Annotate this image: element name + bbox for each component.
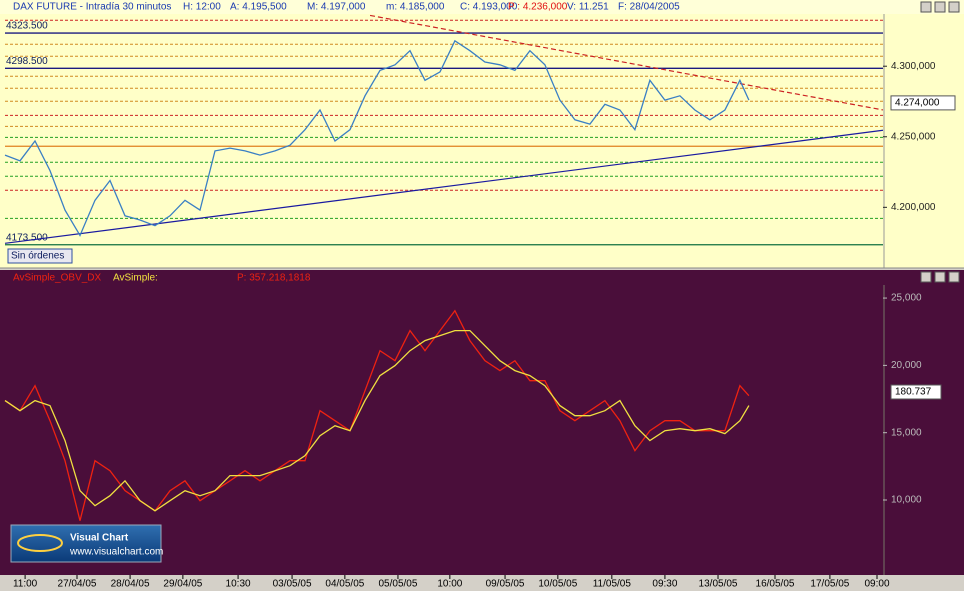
x-tick-label: 09/05/05 [486, 579, 525, 590]
window-buttons[interactable] [920, 1, 960, 283]
y-tick-label: 25,000 [891, 293, 922, 304]
header-field: A: 4.195,500 [230, 2, 287, 13]
header-field: P : 4.236,000 [508, 2, 568, 13]
logo-box [10, 524, 162, 563]
indicator-panel [0, 270, 964, 575]
x-tick-label: 27/04/05 [58, 579, 97, 590]
x-tick-label: 29/04/05 [163, 579, 202, 590]
y-tick-label: 10,000 [891, 495, 922, 506]
logo-title: Visual Chart [70, 533, 129, 544]
chart-title: DAX FUTURE - Intradía 30 minutos [13, 2, 171, 13]
x-tick-label: 04/05/05 [325, 579, 364, 590]
y-tick-label: 4.200,000 [891, 202, 936, 213]
series-line [4, 39, 750, 237]
x-tick-label: 03/05/05 [273, 579, 312, 590]
minimize[interactable] [920, 1, 932, 13]
level-label: 4323.500 [6, 21, 48, 32]
x-tick-label: 11/05/05 [593, 579, 632, 590]
level-label: 4298.500 [6, 56, 48, 67]
y-tick-label: 15,000 [891, 427, 922, 438]
y-tick-label: 20,000 [891, 360, 922, 371]
x-tick-label: 09:00 [864, 579, 889, 590]
close[interactable] [948, 271, 960, 283]
indicator-status: P: 357.218,1818 [237, 273, 311, 284]
level-label: 4173.500 [6, 232, 48, 243]
x-tick-label: 09:30 [652, 579, 677, 590]
order-status[interactable]: Sin órdenes [11, 251, 64, 262]
header-field: m: 4.185,000 [386, 2, 445, 13]
order-status-box[interactable] [7, 248, 73, 264]
y-tick-label: 4.250,000 [891, 131, 936, 142]
logo-url: www.visualchart.com [69, 547, 163, 558]
x-tick-label: 11:00 [13, 579, 38, 590]
trend-line [369, 14, 884, 111]
header-field: V: 11.251 [567, 2, 609, 13]
close[interactable] [948, 1, 960, 13]
header-field: F: 28/04/2005 [618, 2, 680, 13]
price-panel [0, 0, 964, 268]
header-field: C: 4.193,000 [460, 2, 518, 13]
x-tick-label: 28/04/05 [111, 579, 150, 590]
last-value-box [890, 95, 956, 111]
legend-entry: AvSimple_OBV_DX [13, 273, 102, 284]
last-value-label: 4.274,000 [895, 98, 940, 109]
price-header [0, 0, 964, 14]
last-value-label: 180.737 [895, 387, 932, 398]
series-line [4, 309, 750, 521]
legend-entry: AvSimple: [113, 273, 158, 284]
x-tick-label: 05/05/05 [378, 579, 417, 590]
logo-icon [17, 534, 63, 552]
x-tick-label: 17/05/05 [810, 579, 849, 590]
x-axis-bar [0, 575, 964, 591]
y-tick-label: 4.300,000 [891, 61, 936, 72]
x-tick-label: 10/05/05 [538, 579, 577, 590]
header-field: M: 4.197,000 [307, 2, 366, 13]
x-tick-label: 10:00 [437, 579, 462, 590]
x-tick-label: 16/05/05 [756, 579, 795, 590]
series-line [4, 329, 750, 512]
maximize[interactable] [934, 271, 946, 283]
header-field: H: 12:00 [183, 2, 221, 13]
x-tick-label: 13/05/05 [699, 579, 738, 590]
minimize[interactable] [920, 271, 932, 283]
maximize[interactable] [934, 1, 946, 13]
last-value-box [890, 384, 942, 400]
x-tick-label: 10:30 [226, 579, 251, 590]
